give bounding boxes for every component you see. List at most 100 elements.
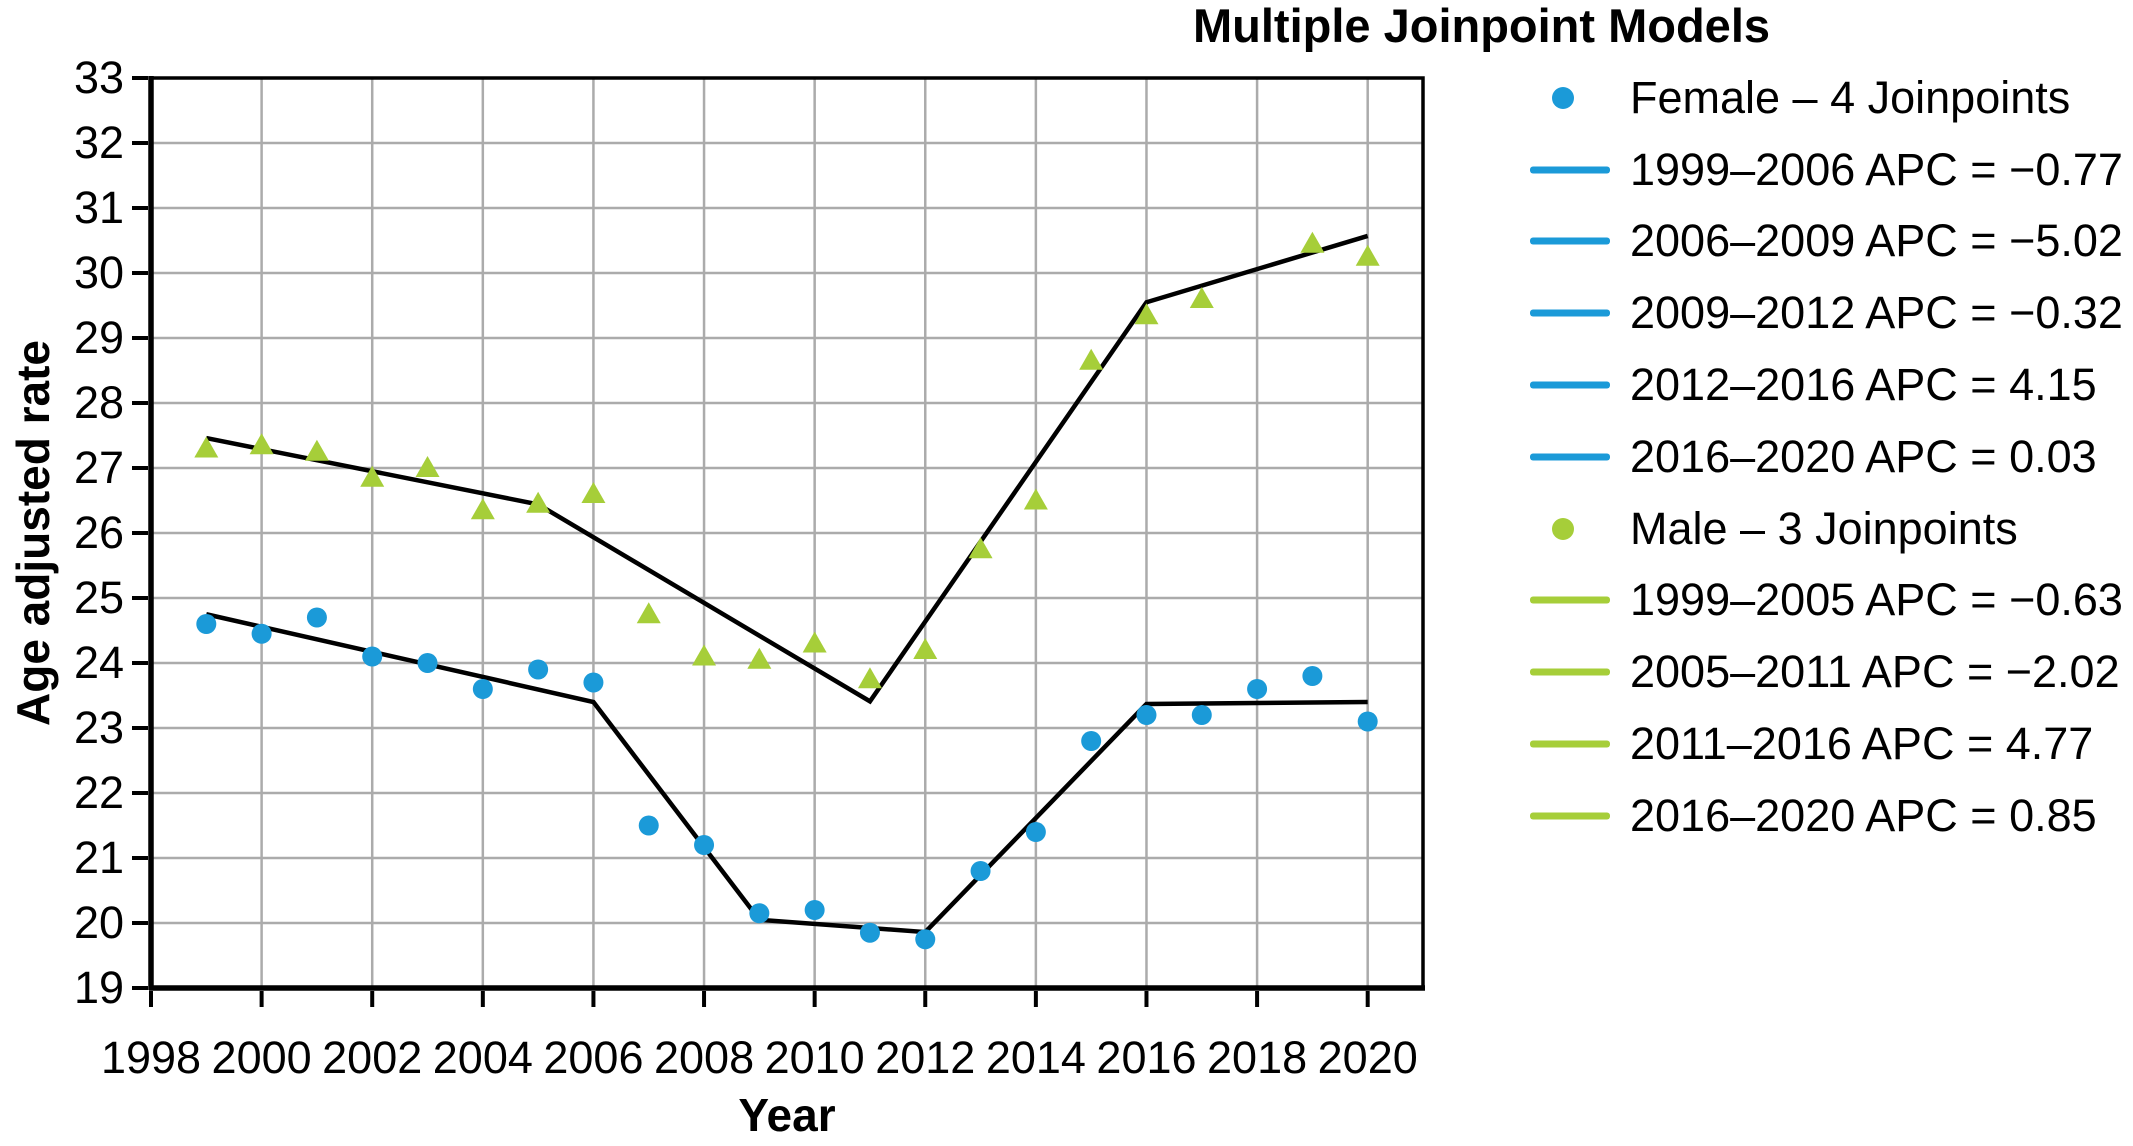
legend-label: 2016–2020 APC = 0.03: [1630, 430, 2097, 482]
y-tick-label: 27: [74, 442, 124, 493]
x-tick-label: 2002: [322, 1032, 422, 1083]
data-point-male-2007: [636, 602, 661, 624]
x-tick-label: 2016: [1096, 1032, 1196, 1083]
series-female: [196, 607, 1378, 950]
x-tick-labels: 1998 2000 2002 2004 2006 2008 2010 2012 2014 2016…: [101, 1032, 1418, 1083]
data-point-male-2008: [692, 644, 717, 666]
legend-item: 1999–2006 APC = −0.77: [1500, 134, 2123, 206]
legend-item: Male – 3 Joinpoints: [1500, 493, 2123, 565]
data-point-female-2002: [362, 646, 383, 667]
legend-item: 2009–2012 APC = −0.32: [1500, 277, 2123, 349]
data-point-female-2001: [306, 607, 327, 628]
legend-item: 2011–2016 APC = 4.77: [1500, 708, 2123, 780]
data-point-female-2020: [1357, 711, 1378, 732]
legend-label: 2016–2020 APC = 0.85: [1630, 789, 2097, 841]
legend-dot-icon: [1500, 62, 1630, 134]
x-tick-label: 2006: [543, 1032, 643, 1083]
legend-line-icon: [1500, 421, 1630, 493]
data-point-female-2016: [1136, 705, 1157, 725]
data-point-male-2001: [304, 439, 329, 461]
data-point-male-2009: [747, 647, 772, 669]
legend-line-icon: [1500, 636, 1630, 708]
data-point-female-2005: [528, 659, 549, 680]
legend-item: 2006–2009 APC = −5.02: [1500, 206, 2123, 278]
legend-line-icon: [1500, 206, 1630, 278]
legend: Female – 4 Joinpoints 1999–2006 APC = −0.…: [1500, 62, 2123, 852]
data-point-female-2007: [638, 815, 659, 836]
y-tick-label: 20: [74, 897, 124, 948]
legend-line-icon: [1500, 277, 1630, 349]
x-tick-label: 2004: [433, 1032, 533, 1083]
series-male: [194, 231, 1380, 689]
data-point-male-2011: [857, 667, 882, 689]
data-point-male-2015: [1079, 348, 1104, 370]
y-tick-label: 21: [74, 832, 124, 883]
legend-line-icon: [1500, 708, 1630, 780]
legend-label: 2009–2012 APC = −0.32: [1630, 287, 2123, 339]
y-tick-label: 31: [74, 182, 124, 233]
x-tick-label: 2010: [765, 1032, 865, 1083]
x-tick-label: 1998: [101, 1032, 201, 1083]
y-tick-label: 30: [74, 247, 124, 298]
data-point-male-2017: [1189, 287, 1214, 308]
x-tick-label: 2020: [1318, 1032, 1418, 1083]
data-point-male-2020: [1355, 244, 1380, 266]
legend-item: 2012–2016 APC = 4.15: [1500, 349, 2123, 421]
data-point-female-2000: [251, 623, 272, 644]
legend-label: Female – 4 Joinpoints: [1630, 71, 2071, 123]
legend-line-icon: [1500, 349, 1630, 421]
legend-line-icon: [1500, 134, 1630, 206]
data-point-female-2003: [417, 653, 438, 673]
data-point-male-2004: [470, 498, 495, 520]
data-point-female-2006: [583, 672, 604, 693]
data-point-female-2014: [1025, 822, 1046, 842]
y-tick-label: 23: [74, 702, 124, 753]
legend-item: 2016–2020 APC = 0.85: [1500, 780, 2123, 852]
x-axis-title: Year: [738, 1089, 836, 1141]
data-point-female-2017: [1191, 705, 1212, 725]
data-point-male-2006: [581, 482, 606, 503]
data-point-female-1999: [196, 614, 217, 634]
y-tick-label: 22: [74, 767, 124, 818]
legend-item: 2016–2020 APC = 0.03: [1500, 421, 2123, 493]
legend-label: 1999–2006 APC = −0.77: [1630, 143, 2123, 195]
y-tick-label: 26: [74, 507, 124, 558]
legend-item: Female – 4 Joinpoints: [1500, 62, 2123, 134]
data-point-male-2010: [802, 631, 827, 653]
joinpoint-plot: 1998 2000 2002 2004 2006 2008 2010 2012 2014 2016…: [74, 52, 1425, 1083]
data-point-female-2015: [1081, 731, 1102, 751]
data-point-male-2014: [1023, 488, 1048, 510]
legend-label: 2006–2009 APC = −5.02: [1630, 215, 2123, 267]
x-tick-label: 2008: [654, 1032, 754, 1083]
data-point-male-2000: [249, 433, 274, 455]
data-point-male-2016: [1134, 303, 1159, 325]
legend-label: 2011–2016 APC = 4.77: [1630, 718, 2094, 770]
data-point-female-2009: [749, 903, 770, 924]
y-tick-label: 33: [74, 52, 124, 103]
data-point-female-2019: [1302, 666, 1323, 686]
chart-title: Multiple Joinpoint Models: [1193, 0, 1771, 52]
data-point-male-2005: [526, 491, 551, 513]
legend-dot-icon: [1500, 493, 1630, 565]
y-tick-labels: 19 20 21 22 23 24 25 26 27 28 29 30 31 32 33: [74, 52, 124, 1013]
y-tick-label: 24: [74, 637, 124, 688]
data-point-male-2002: [360, 465, 385, 487]
x-tick-label: 2014: [986, 1032, 1086, 1083]
data-point-female-2008: [694, 835, 715, 855]
data-point-male-2019: [1300, 231, 1325, 253]
y-axis-title: Age adjusted rate: [7, 340, 59, 726]
data-point-male-2012: [913, 638, 938, 659]
legend-label: Male – 3 Joinpoints: [1630, 502, 2018, 554]
axis-ticks: [132, 76, 1370, 1007]
legend-label: 2005–2011 APC = −2.02: [1630, 646, 2120, 698]
gridlines: [151, 78, 1423, 988]
x-tick-label: 2018: [1207, 1032, 1307, 1083]
legend-item: 1999–2005 APC = −0.63: [1500, 565, 2123, 637]
legend-item: 2005–2011 APC = −2.02: [1500, 636, 2123, 708]
data-point-female-2012: [915, 929, 936, 950]
data-point-female-2010: [804, 900, 825, 920]
y-tick-label: 32: [74, 117, 124, 168]
plot-frame: [148, 76, 1425, 991]
data-point-female-2013: [970, 861, 991, 881]
